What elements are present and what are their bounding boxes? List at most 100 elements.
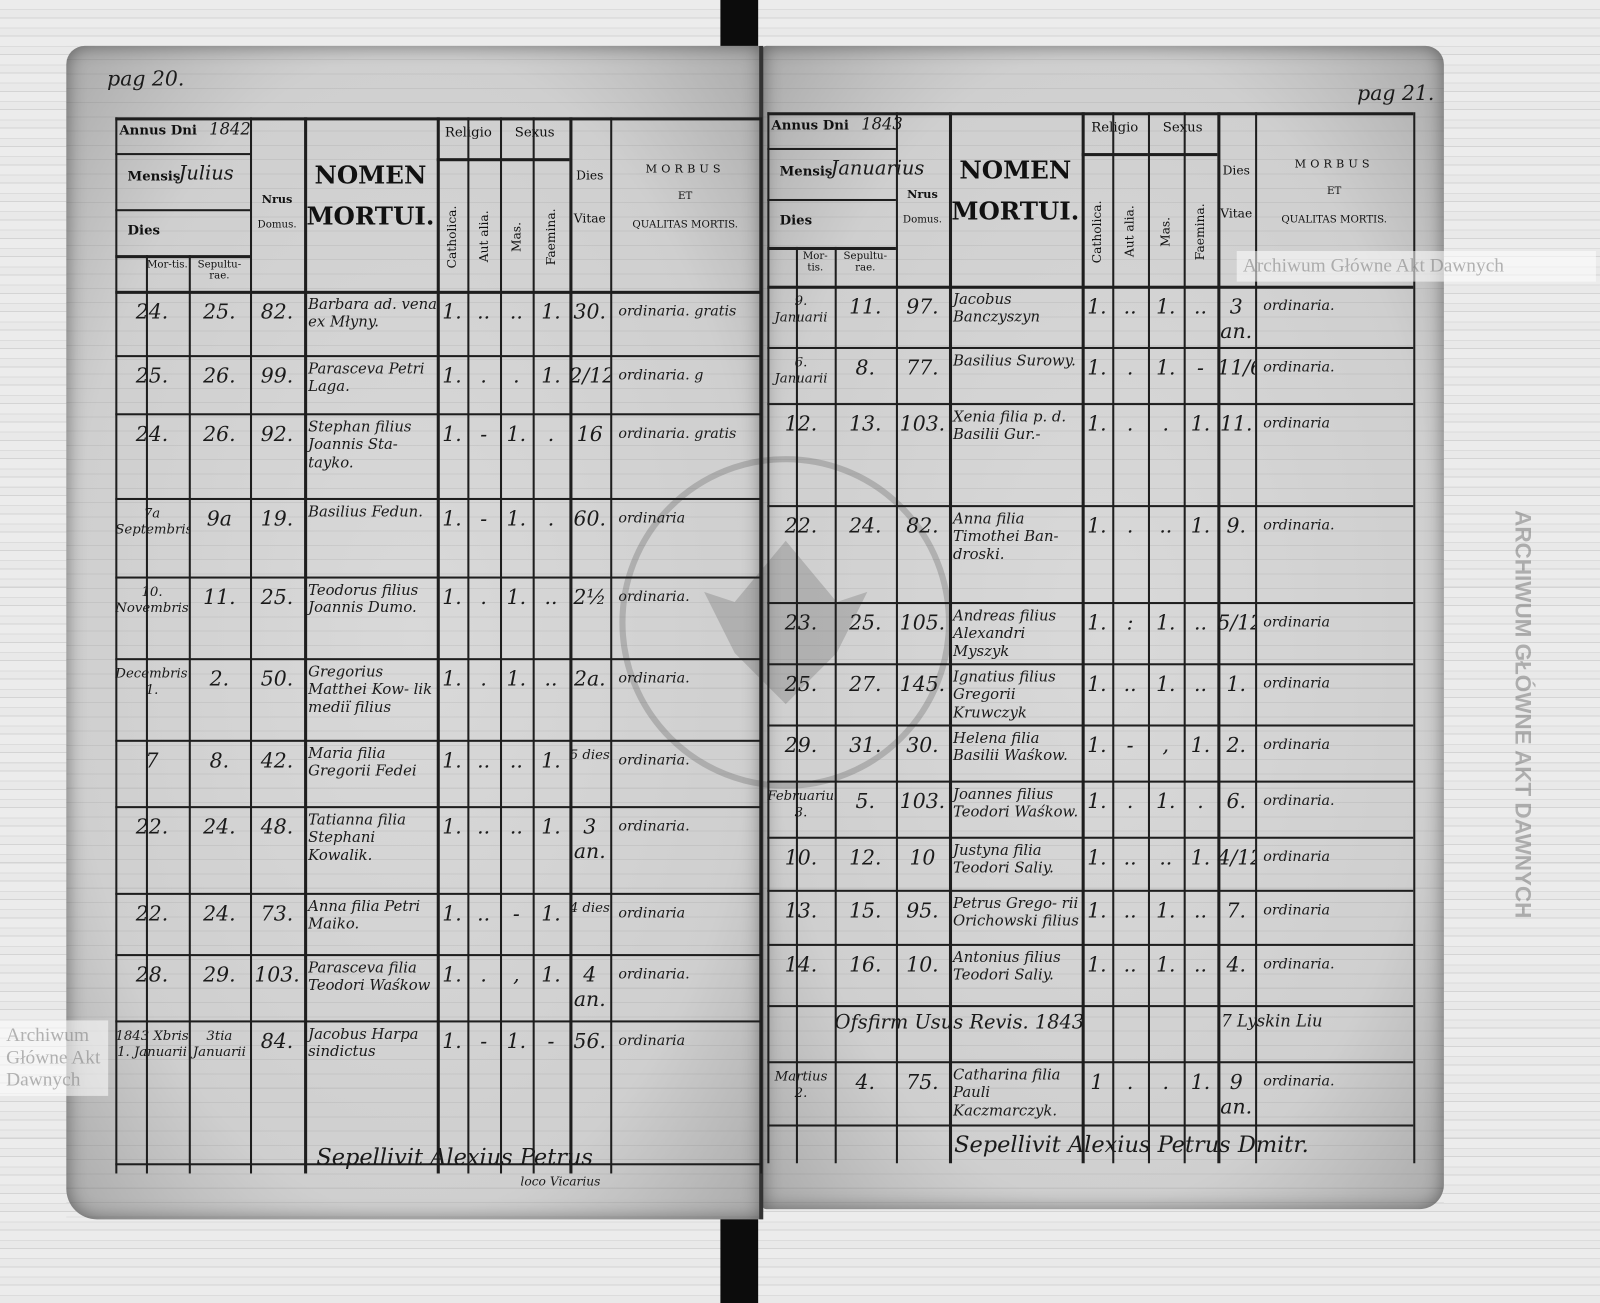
column-line <box>569 117 572 1174</box>
rule-line <box>115 1163 761 1165</box>
faemina-header: Faemina. <box>543 208 559 266</box>
sepulturae-cell: 31. <box>849 732 882 758</box>
nrus-cell: 50. <box>260 666 294 691</box>
dies-vitae-cell: 4/12 <box>1217 844 1255 870</box>
nrus-header: Nrus <box>907 187 938 202</box>
faemina-cell: 1. <box>1190 1069 1211 1094</box>
catholica-cell: 1. <box>442 421 462 446</box>
page-number: pag 21. <box>1357 80 1435 106</box>
faemina-cell: 1. <box>1190 732 1211 758</box>
table-row: 14. 16. 10. Antonius filius Teodori Saliy. 1… <box>767 944 1413 1005</box>
aut-alia-cell: . <box>1126 788 1134 814</box>
rule-line <box>115 892 761 895</box>
nrus-cell: 77. <box>906 355 939 380</box>
catholica-cell: 1. <box>442 584 462 610</box>
column-line <box>188 255 191 1174</box>
rule-line <box>767 663 1414 665</box>
faemina-cell: .. <box>544 666 558 691</box>
nrus-cell: 30. <box>906 732 939 758</box>
sepulturae-cell: 8. <box>855 355 876 380</box>
domus-header: Domus. <box>902 214 942 226</box>
nrus-cell: 105. <box>899 610 946 635</box>
binding-strip-bottom <box>720 1209 759 1303</box>
aut-alia-cell: - <box>480 1028 488 1054</box>
nrus-cell: 75. <box>906 1069 939 1094</box>
mortis-cell: 24. <box>135 298 169 324</box>
mas-cell: 1. <box>1156 897 1176 923</box>
sepulturae-cell: 8. <box>209 747 230 773</box>
table-row: 6. Januarii 8. 77. Basilius Surowy. 1.. 1. -11… <box>767 347 1413 403</box>
mas-cell: 1. <box>1156 952 1176 977</box>
column-line <box>1081 112 1085 1164</box>
mas-cell: , <box>513 962 520 987</box>
mas-cell: 1. <box>1156 355 1176 380</box>
rule-line <box>767 346 1414 349</box>
faemina-cell: . <box>547 506 555 531</box>
seal-text: ARCHIWUM GŁÓWNE AKT DAWNYCH <box>1510 510 1536 919</box>
sepulturae-cell: 15. <box>849 897 882 923</box>
aut-alia-cell: . <box>480 666 487 691</box>
faemina-cell: 1. <box>541 363 561 388</box>
aut-alia-cell: . <box>480 584 487 610</box>
table-row: 23. 25. 105. Andreas filius Alexandri Myszy… <box>767 602 1413 663</box>
watermark-left: Archiwum Główne Akt Dawnych <box>0 1020 109 1096</box>
vitae-header: Vitae <box>1220 206 1253 221</box>
morbus-cell: ordinaria. <box>1263 359 1335 376</box>
morbus-cell: ordinaria <box>1263 902 1331 919</box>
aut-alia-cell: . <box>480 363 487 388</box>
aut-alia-cell: - <box>1126 732 1134 758</box>
rule-line <box>115 355 761 357</box>
right-page <box>762 45 1444 1210</box>
mortis-cell: Martius 2. <box>774 1069 828 1101</box>
dies-label: Dies <box>779 213 813 229</box>
column-line <box>834 246 837 1164</box>
mas-cell: 1. <box>506 666 527 691</box>
nomen-cell: Parasceva Petri Laga. <box>308 361 425 396</box>
column-line <box>1112 112 1114 1164</box>
nomen-cell: Helena filia Basilii Waśkow. <box>953 730 1068 765</box>
nrus-cell: 145. <box>899 671 946 696</box>
table-row: 22. 24. 73. Anna filia Petri Maiko. 1... -1. 4… <box>115 893 760 954</box>
nomen-cell: Jacobus Harpa sindictus <box>308 1026 419 1061</box>
religio-header: Religio <box>1091 120 1139 136</box>
morbus-cell: ordinaria <box>618 510 686 527</box>
dies-vitae-cell: 30. <box>573 298 607 324</box>
sepulturae-cell: 3tia Januarii <box>192 1028 246 1060</box>
faemina-cell: 1. <box>541 962 561 987</box>
column-line <box>795 246 798 1164</box>
table-row: 7 8. 42. Maria filia Gregorii Fedei 1..... 1.… <box>115 740 760 806</box>
morbus-cell: ordinaria. <box>618 966 690 983</box>
nrus-cell: 25. <box>260 584 294 610</box>
dies-vitae-cell: 2/12 <box>569 363 610 388</box>
catholica-header: Catholica. <box>444 205 460 269</box>
nomen-cell: Tatianna filia Stephani Kowalik. <box>308 812 406 865</box>
nrus-cell: 95. <box>906 897 939 923</box>
mortis-cell: 12. <box>784 411 818 436</box>
sepulturae-header: Sepultu-rae. <box>197 259 242 282</box>
dies-vitae-cell: 9. <box>1226 513 1246 538</box>
aut-alia-cell: .. <box>477 747 491 773</box>
table-row: 25. 26. 99. Parasceva Petri Laga. 1... 1. 2/12… <box>115 355 760 413</box>
dies-vitae-cell: 56. <box>573 1028 607 1054</box>
mensis-label: Mensis <box>127 169 181 185</box>
aut-alia-cell: .. <box>1123 844 1137 870</box>
mortis-header: Mor-tis. <box>802 251 828 274</box>
column-line <box>532 117 535 1174</box>
dies-vitae-cell: 9 an. <box>1220 1069 1253 1119</box>
aut-alia-cell: - <box>480 421 488 446</box>
rule-line <box>115 153 250 155</box>
nrus-cell: 48. <box>260 814 294 839</box>
month-value: Julius <box>178 162 234 185</box>
signature: Sepellivit Alexius Petrus Dmitr. <box>954 1132 1309 1159</box>
morbus-cell: ordinaria <box>1263 848 1331 866</box>
morbus-cell: ordinaria. <box>1263 792 1335 810</box>
dies-vitae-cell: 2a. <box>573 666 606 691</box>
sepulturae-cell: 26. <box>203 363 236 388</box>
column-line <box>1255 112 1257 1164</box>
nomen-cell: Petrus Grego- rii Orichowski filius <box>953 895 1079 930</box>
sepulturae-cell: 11. <box>849 293 882 319</box>
catholica-cell: 1. <box>1087 610 1107 635</box>
rule-line <box>767 112 1414 115</box>
sepulturae-cell: 24. <box>203 901 236 926</box>
